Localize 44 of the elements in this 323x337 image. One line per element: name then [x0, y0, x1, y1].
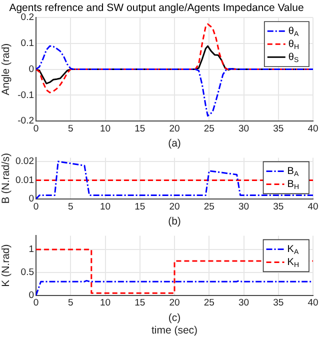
chart-title: Agents refrence and SW output angle/Agents Impedance Value [9, 2, 304, 14]
y-tick-label: 1 [28, 244, 34, 256]
y-tick-label: 0 [28, 290, 34, 302]
x-tick-label: 20 [169, 298, 180, 309]
x-tick-label: 5 [68, 201, 74, 212]
x-tick-label: 20 [169, 123, 180, 134]
x-axis-title: time (sec) [151, 324, 198, 337]
x-tick-label: 30 [238, 123, 250, 134]
y-tick-label: -0.2 [18, 116, 34, 127]
line-series [36, 160, 313, 199]
y-tick-label: 0.01 [16, 174, 34, 186]
y-tick-label: 0.5 [20, 267, 34, 278]
x-tick-label: 15 [134, 298, 146, 309]
x-tick-label: 10 [100, 298, 111, 309]
x-tick-label: 25 [204, 201, 214, 212]
x-tick-label: 30 [238, 298, 250, 309]
x-tick-label: 40 [308, 298, 318, 309]
y-tick-label: 0 [28, 194, 34, 205]
y-tick-label: 0.1 [20, 38, 34, 50]
x-tick-label: 20 [169, 201, 180, 212]
x-tick-label: 30 [238, 201, 250, 212]
y-axis-title: Angle (rad) [0, 43, 12, 96]
x-axis-title: (b) [168, 216, 181, 228]
x-tick-label: 5 [68, 298, 74, 309]
y-tick-label: -0.1 [18, 90, 34, 101]
y-tick-label: 0.2 [20, 12, 34, 24]
x-tick-label: 15 [134, 201, 146, 212]
x-tick-label: 5 [68, 123, 74, 134]
x-tick-label: 25 [204, 123, 214, 134]
x-tick-label: 40 [308, 201, 318, 212]
y-axis-title: B (N.rad/s) [0, 152, 12, 204]
text: (c) [168, 312, 181, 324]
x-tick-label: 15 [134, 123, 146, 134]
x-tick-label: 25 [204, 298, 214, 309]
x-tick-label: 10 [100, 123, 111, 134]
y-tick-label: 0 [28, 64, 34, 75]
x-tick-label: 35 [273, 123, 284, 134]
x-tick-label: 40 [308, 123, 318, 134]
x-tick-label: 35 [273, 298, 284, 309]
x-tick-label: 35 [273, 201, 284, 212]
x-tick-label: 10 [100, 201, 111, 212]
x-axis-title: (a) [168, 138, 181, 150]
y-axis-title: K (N.rad) [0, 244, 12, 287]
y-tick-label: 0.02 [16, 156, 34, 168]
